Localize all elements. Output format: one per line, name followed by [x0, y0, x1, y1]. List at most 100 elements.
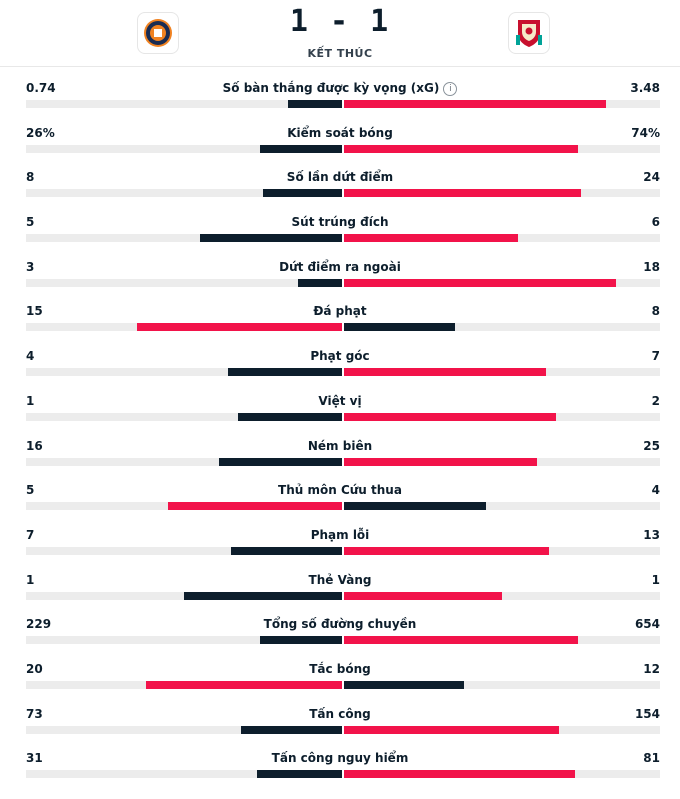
- home-stat-value: 7: [26, 527, 35, 542]
- away-stat-bar: [344, 412, 556, 421]
- home-stat-value: 229: [26, 617, 52, 632]
- away-stat-bar: [344, 457, 537, 466]
- home-stat-value: 20: [26, 661, 43, 676]
- stat-label: Dứt điểm ra ngoài: [0, 260, 680, 274]
- home-stat-value: 1: [26, 572, 35, 587]
- away-stat-track: [344, 591, 660, 600]
- stat-row: 15 Đá phạt 8: [0, 290, 680, 335]
- home-stat-track: [26, 189, 342, 198]
- home-stat-value: 31: [26, 751, 43, 766]
- match-stats-list: 0.74 Số bàn thắng được kỳ vọng (xG) i 3.48 2…: [0, 67, 680, 782]
- home-stat-track: [26, 546, 342, 555]
- stat-label-text: Đá phạt: [313, 304, 367, 319]
- home-stat-track: [26, 457, 342, 466]
- away-stat-track: [344, 412, 660, 421]
- home-stat-track: [26, 100, 342, 108]
- home-stat-bar: [184, 591, 342, 600]
- stat-row: 4 Phạt góc 7: [0, 335, 680, 380]
- home-stat-track: [26, 412, 342, 421]
- away-stat-value: 25: [643, 438, 660, 453]
- home-stat-bar: [237, 412, 342, 421]
- stat-label-text: Phạm lỗi: [310, 527, 370, 542]
- home-stat-bar: [218, 457, 342, 466]
- stat-row: 1 Việt vị 2: [0, 380, 680, 425]
- away-stat-track: [344, 100, 660, 108]
- info-icon[interactable]: i: [443, 82, 458, 96]
- home-stat-bar: [199, 234, 342, 243]
- away-stat-value: 12: [643, 661, 660, 676]
- stat-label-text: Số bàn thắng được kỳ vọng (xG): [222, 81, 440, 95]
- home-stat-bar: [136, 323, 342, 332]
- away-stat-value: 81: [643, 751, 660, 766]
- stat-label: Thẻ Vàng: [0, 573, 680, 587]
- home-stat-value: 4: [26, 349, 35, 364]
- away-stat-track: [344, 457, 660, 466]
- stat-label-text: Ném biên: [307, 438, 373, 453]
- home-stat-bar: [146, 680, 342, 689]
- away-stat-value: 6: [651, 215, 660, 230]
- stat-label: Phạt góc: [0, 349, 680, 363]
- stat-label-text: Số lần dứt điểm: [286, 170, 394, 185]
- match-header: 1 - 1 KẾT THÚC: [0, 0, 680, 67]
- luton-town-crest-icon[interactable]: [137, 12, 179, 54]
- away-stat-bar: [344, 100, 607, 108]
- away-stat-value: 4: [651, 483, 660, 498]
- home-stat-bar: [256, 770, 342, 779]
- home-stat-bar: [259, 636, 342, 645]
- away-stat-track: [344, 546, 660, 555]
- away-stat-track: [344, 234, 660, 243]
- stat-row: 8 Số lần dứt điểm 24: [0, 156, 680, 201]
- stat-row: 16 Ném biên 25: [0, 425, 680, 470]
- stat-label-text: Phạt góc: [310, 349, 370, 364]
- away-stat-value: 1: [651, 572, 660, 587]
- home-stat-value: 15: [26, 304, 43, 319]
- home-stat-value: 0.74: [26, 81, 56, 95]
- stat-row: 1 Thẻ Vàng 1: [0, 559, 680, 604]
- stat-label: Tấn công: [0, 707, 680, 721]
- away-stat-track: [344, 278, 660, 287]
- away-stat-value: 3.48: [630, 81, 660, 95]
- away-stat-value: 154: [634, 706, 660, 721]
- stat-label-text: Việt vị: [318, 393, 362, 408]
- home-stat-bar: [259, 144, 342, 153]
- away-stat-track: [344, 725, 660, 734]
- home-stat-track: [26, 234, 342, 243]
- stat-row: 5 Thủ môn Cứu thua 4: [0, 469, 680, 514]
- stat-row: 73 Tấn công 154: [0, 693, 680, 738]
- away-stat-track: [344, 323, 660, 332]
- away-stat-bar: [344, 189, 581, 198]
- stat-label: Số bàn thắng được kỳ vọng (xG) i: [0, 81, 680, 96]
- home-stat-track: [26, 680, 342, 689]
- away-stat-bar: [344, 770, 575, 779]
- home-stat-value: 5: [26, 483, 35, 498]
- home-stat-value: 26%: [26, 125, 55, 140]
- stat-label: Thủ môn Cứu thua: [0, 483, 680, 497]
- away-stat-value: 18: [643, 259, 660, 274]
- stat-label-text: Thủ môn Cứu thua: [278, 483, 402, 498]
- away-stat-track: [344, 502, 660, 511]
- away-stat-value: 24: [643, 170, 660, 185]
- match-status: KẾT THÚC: [307, 47, 373, 60]
- home-stat-bar: [288, 100, 342, 108]
- home-stat-track: [26, 591, 342, 600]
- home-stat-bar: [228, 368, 342, 377]
- stat-row: 20 Tắc bóng 12: [0, 648, 680, 693]
- away-stat-bar: [344, 278, 616, 287]
- stat-row: 5 Sút trúng đích 6: [0, 201, 680, 246]
- home-stat-track: [26, 636, 342, 645]
- liverpool-crest-icon[interactable]: [508, 12, 550, 54]
- away-stat-value: 13: [643, 527, 660, 542]
- match-score: 1 - 1: [289, 4, 391, 39]
- home-stat-value: 3: [26, 259, 35, 274]
- away-stat-bar: [344, 368, 547, 377]
- away-stat-bar: [344, 502, 487, 511]
- away-stat-bar: [344, 144, 578, 153]
- away-stat-value: 74%: [631, 125, 660, 140]
- stat-label-text: Tấn công: [309, 706, 371, 721]
- stat-row: 0.74 Số bàn thắng được kỳ vọng (xG) i 3.48: [0, 67, 680, 112]
- away-stat-bar: [344, 591, 502, 600]
- away-stat-track: [344, 636, 660, 645]
- away-stat-bar: [344, 546, 550, 555]
- stat-label: Tấn công nguy hiểm: [0, 751, 680, 765]
- stat-label-text: Tổng số đường chuyền: [263, 617, 417, 632]
